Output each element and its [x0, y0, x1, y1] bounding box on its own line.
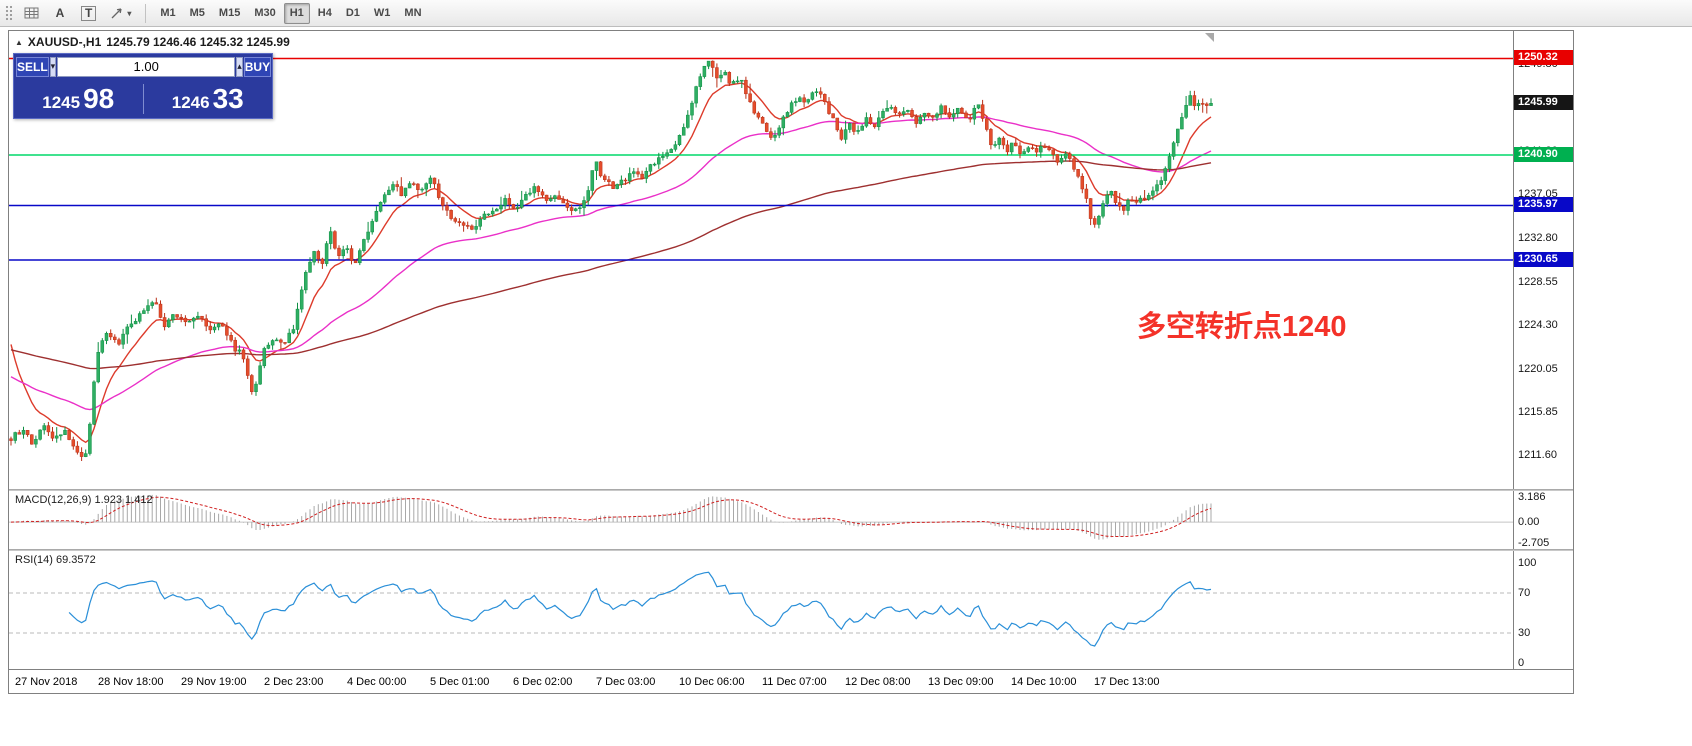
price-level-label-1250.32: 1250.32 — [1514, 50, 1573, 66]
time-axis-label: 29 Nov 19:00 — [181, 676, 247, 688]
ma-mid-line — [10, 116, 1212, 411]
dropdown-arrow-icon: ▾ — [127, 8, 132, 18]
time-axis-label: 11 Dec 07:00 — [762, 676, 827, 688]
sell-price-pips: 98 — [83, 82, 115, 114]
timeframe-button-m30[interactable]: M30 — [254, 7, 276, 19]
toolbar-grip[interactable] — [5, 4, 12, 22]
chart-ohlc: 1245.79 1246.46 1245.32 1245.99 — [106, 35, 290, 49]
indicator-list-button[interactable] — [18, 3, 45, 24]
volume-down-button[interactable]: ▾ — [49, 56, 57, 77]
timeframe-button-h1[interactable]: H1 — [283, 2, 310, 24]
price-axis-tick: 1215.85 — [1518, 405, 1558, 418]
price-scale[interactable]: 1249.801245.551241.301237.051232.801228.… — [1513, 31, 1573, 489]
price-level-label-1240.90: 1240.90 — [1514, 146, 1573, 162]
price-chart-canvas[interactable] — [9, 31, 1513, 489]
chart-window: ▲ XAUUSD-,H1 1245.79 1246.46 1245.32 124… — [8, 30, 1574, 694]
chart-title: ▲ XAUUSD-,H1 1245.79 1246.46 1245.32 124… — [15, 35, 290, 49]
sell-price-main: 1245 — [42, 92, 81, 112]
rsi-axis-tick: 70 — [1518, 587, 1531, 599]
chart-symbol: XAUUSD-,H1 — [27, 35, 102, 49]
price-axis-tick: 1228.55 — [1518, 275, 1558, 288]
time-axis-label: 10 Dec 06:00 — [679, 676, 745, 688]
volume-input[interactable] — [57, 56, 236, 77]
time-axis-label: 14 Dec 10:00 — [1011, 676, 1077, 688]
pane-separator[interactable] — [9, 549, 1573, 551]
label-tool-button[interactable]: A — [47, 3, 73, 24]
timeframe-button-m1[interactable]: M1 — [160, 7, 176, 19]
ma-slow-line — [10, 160, 1212, 370]
chart-icon: ▲ — [15, 37, 23, 47]
time-axis-label: 4 Dec 00:00 — [347, 676, 407, 688]
macd-axis-tick: -2.705 — [1518, 537, 1550, 549]
price-axis-tick: 1232.80 — [1518, 231, 1558, 244]
timeframe-button-m5[interactable]: M5 — [189, 7, 205, 19]
timeframe-button-m15[interactable]: M15 — [218, 7, 241, 19]
timeframe-button-w1[interactable]: W1 — [373, 7, 391, 19]
price-pane: ▲ XAUUSD-,H1 1245.79 1246.46 1245.32 124… — [9, 31, 1513, 489]
timeframe-button-mn[interactable]: MN — [404, 7, 422, 19]
letter-a-icon: A — [55, 6, 65, 20]
rsi-pane: RSI(14) 69.3572 — [9, 551, 1513, 669]
macd-axis-tick: 0.00 — [1518, 516, 1540, 529]
pane-separator[interactable] — [9, 489, 1573, 491]
ma-fast-line — [10, 82, 1212, 444]
time-axis-label: 17 Dec 13:00 — [1094, 676, 1160, 688]
chart-annotation-text: 多空转折点1240 — [1137, 311, 1347, 343]
main-toolbar: A T ▾ M1 M5 M15 M30 H1 H4 D1 W1 MN — [0, 0, 1692, 27]
toolbar-separator — [145, 3, 147, 23]
rsi-axis-tick: 30 — [1518, 627, 1531, 639]
macd-label: MACD(12,26,9) 1.923 1.412 — [15, 494, 153, 506]
macd-scale[interactable]: 3.186 0.00 -2.705 — [1513, 491, 1573, 549]
macd-pane: MACD(12,26,9) 1.923 1.412 — [9, 491, 1513, 549]
time-axis-label: 27 Nov 2018 — [15, 676, 78, 688]
rsi-canvas[interactable] — [9, 551, 1513, 669]
sell-price[interactable]: 1245 98 — [14, 82, 143, 114]
time-axis-label: 6 Dec 02:00 — [513, 676, 573, 688]
buy-price-pips: 33 — [212, 82, 244, 114]
time-axis-label: 13 Dec 09:00 — [928, 676, 994, 688]
letter-t-icon: T — [81, 5, 97, 21]
buy-price-main: 1246 — [171, 92, 210, 112]
sell-button[interactable]: SELL — [16, 56, 49, 77]
price-level-label-1245.99: 1245.99 — [1514, 94, 1573, 110]
buy-price[interactable]: 1246 33 — [144, 82, 273, 114]
candles — [9, 60, 1213, 461]
macd-canvas[interactable] — [9, 491, 1513, 549]
rsi-axis-tick: 100 — [1518, 557, 1537, 569]
buy-button[interactable]: BUY — [243, 56, 272, 77]
text-tool-button[interactable]: T — [75, 3, 102, 24]
timeframe-button-d1[interactable]: D1 — [345, 7, 360, 19]
price-level-label-1235.97: 1235.97 — [1514, 197, 1573, 213]
price-axis-tick: 1211.60 — [1518, 449, 1557, 462]
ma-lines — [10, 82, 1212, 444]
time-axis-label: 2 Dec 23:00 — [264, 676, 324, 688]
grid-icon — [24, 7, 39, 19]
time-axis-label: 5 Dec 01:00 — [430, 676, 490, 688]
rsi-line — [68, 571, 1212, 647]
macd-signal-line — [10, 496, 1212, 537]
rsi-level-lines — [9, 592, 1513, 634]
time-axis[interactable]: 27 Nov 2018 28 Nov 18:00 29 Nov 19:00 2 Dec… — [9, 669, 1573, 693]
time-axis-label: 12 Dec 08:00 — [845, 676, 911, 688]
rsi-scale[interactable]: 100 70 30 0 — [1513, 551, 1573, 669]
price-axis-tick: 1220.05 — [1518, 362, 1558, 375]
price-level-label-1230.65: 1230.65 — [1514, 252, 1573, 267]
time-axis-label: 7 Dec 03:00 — [596, 676, 656, 688]
arrow-line-icon — [111, 8, 122, 19]
price-divider — [142, 83, 144, 114]
price-axis-tick: 1237.05 — [1518, 188, 1558, 201]
price-axis-tick: 1224.30 — [1518, 319, 1558, 332]
macd-histogram — [14, 494, 1212, 540]
macd-axis-tick: 3.186 — [1518, 491, 1546, 503]
rsi-label: RSI(14) 69.3572 — [15, 554, 96, 566]
timeframe-button-h4[interactable]: H4 — [317, 7, 332, 19]
line-tools-button[interactable]: ▾ — [104, 3, 137, 24]
level-lines — [9, 57, 1513, 261]
one-click-trading-panel: SELL ▾ ▴ BUY 1245 98 1246 33 — [13, 53, 273, 119]
rsi-axis-tick: 0 — [1518, 657, 1525, 669]
volume-up-button[interactable]: ▴ — [236, 56, 243, 77]
chart-shift-marker[interactable] — [1205, 33, 1214, 42]
time-axis-label: 28 Nov 18:00 — [98, 676, 164, 688]
